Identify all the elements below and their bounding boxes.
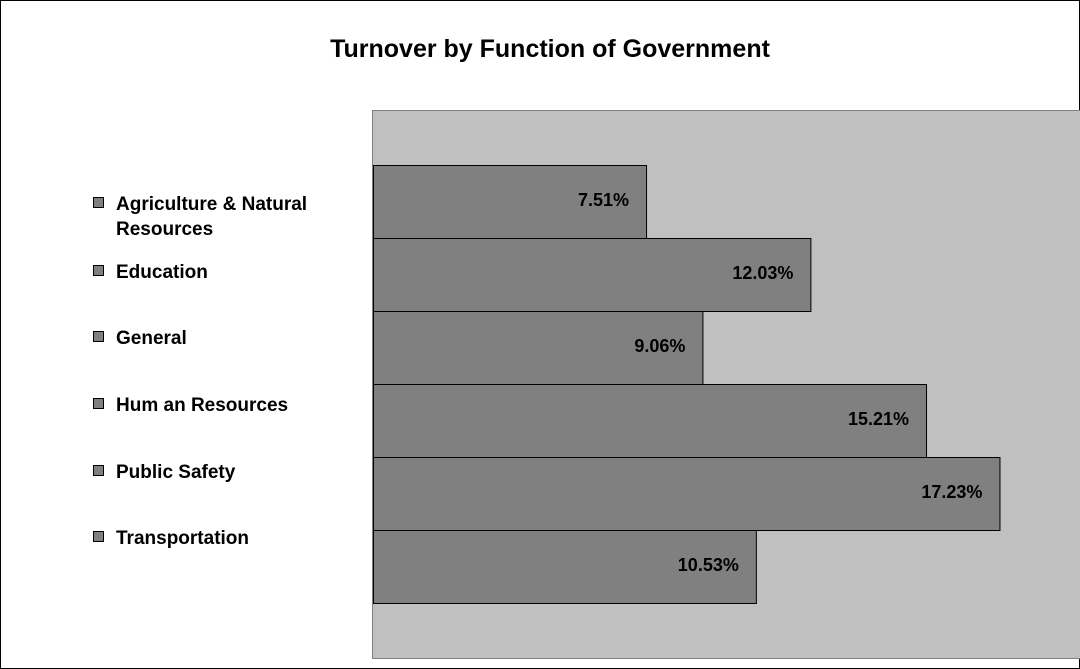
legend-label-0-line2: Resources	[116, 219, 214, 240]
bar-0	[373, 165, 648, 239]
legend-swatch-1	[93, 265, 104, 276]
bar-3	[373, 384, 928, 458]
bar-4	[373, 457, 1001, 531]
legend-label-1: Education	[116, 262, 208, 283]
legend-label-3: Hum an Resources	[116, 395, 289, 416]
data-label-5: 10.53%	[678, 555, 739, 575]
data-label-1: 12.03%	[732, 263, 793, 283]
legend-label-5: Transportation	[116, 528, 250, 549]
bar-chart-svg: 7.51% 12.03% 9.06% 15.21% 17.23% 10.53%	[373, 165, 1001, 604]
legend-swatch-5	[93, 531, 104, 542]
bar-5	[373, 530, 757, 604]
legend-swatch-0	[93, 197, 104, 208]
bar-2	[373, 311, 704, 385]
legend-label-4: Public Safety	[116, 462, 236, 483]
data-label-3: 15.21%	[848, 409, 909, 429]
legend-label-0: Agriculture & Natural	[116, 194, 308, 215]
legend-swatch-4	[93, 465, 104, 476]
data-label-2: 9.06%	[634, 336, 685, 356]
legend-swatch-3	[93, 398, 104, 409]
legend-label-2: General	[116, 328, 187, 349]
data-label-0: 7.51%	[578, 190, 629, 210]
legend-swatch-2	[93, 331, 104, 342]
chart-title: Turnover by Function of Government	[330, 35, 770, 63]
plot-area: 7.51% 12.03% 9.06% 15.21% 17.23% 10.53%	[372, 110, 1080, 659]
data-label-4: 17.23%	[921, 482, 982, 502]
